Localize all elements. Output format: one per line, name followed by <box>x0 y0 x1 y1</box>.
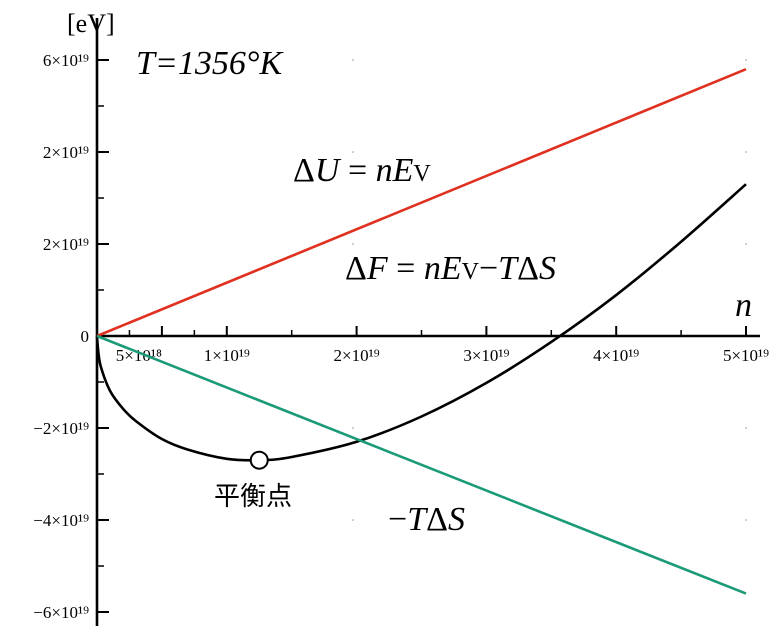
grid-dot <box>352 519 354 521</box>
equilibrium-label: 平衡点 <box>214 482 292 512</box>
x-tick-label: 1×10¹⁹ <box>204 346 250 365</box>
ticks: 5×10¹⁸ 1×10¹⁹ 2×10¹⁹ 3×10¹⁹ 4×10¹⁹ 5×10¹⁹ 6×10… <box>33 51 769 622</box>
grid-dot <box>352 427 354 429</box>
grid-dot <box>745 519 747 521</box>
delta-u-annotation: ΔU = nEV <box>293 152 431 189</box>
series-group <box>95 67 747 595</box>
delta-f-annotation: ΔF = nEV−TΔS <box>345 250 556 287</box>
x-tick-label: 5×10¹⁹ <box>723 346 769 365</box>
minus-t-delta-s-line <box>96 334 747 595</box>
equilibrium-point-marker <box>249 450 269 470</box>
x-tick-label: 5×10¹⁸ <box>116 346 162 365</box>
delta-u-line <box>96 67 747 338</box>
y-tick-label: 2×10¹⁹ <box>43 143 89 162</box>
axes <box>95 18 760 626</box>
y-tick-label: 2×10¹⁹ <box>43 235 89 254</box>
y-tick-label: 0 <box>81 327 90 346</box>
y-unit-label: [eV] <box>67 9 115 38</box>
x-axis-label: n <box>735 287 752 324</box>
grid-dot <box>352 243 354 245</box>
x-tick-label: 4×10¹⁹ <box>593 346 639 365</box>
grid-dot <box>745 243 747 245</box>
x-tick-label: 3×10¹⁹ <box>463 346 509 365</box>
grid-dot <box>745 151 747 153</box>
grid-dot <box>745 59 747 61</box>
y-tick-label: −2×10¹⁹ <box>33 419 89 438</box>
x-tick-label: 2×10¹⁹ <box>334 346 380 365</box>
labels: [eV] n T=1356°K 平衡点 ΔU = nEV ΔF = nEV−TΔ… <box>67 9 752 538</box>
grid-dot <box>352 59 354 61</box>
temperature-label: T=1356°K <box>136 45 284 82</box>
y-tick-label: 6×10¹⁹ <box>43 51 89 70</box>
minus-t-delta-s-annotation: −TΔS <box>388 501 465 538</box>
grid-dot <box>745 427 747 429</box>
y-tick-label: −6×10¹⁹ <box>33 603 89 622</box>
y-tick-label: −4×10¹⁹ <box>33 511 89 530</box>
grid-dots <box>352 59 747 521</box>
delta-f-curve <box>95 183 747 462</box>
grid-dot <box>352 151 354 153</box>
